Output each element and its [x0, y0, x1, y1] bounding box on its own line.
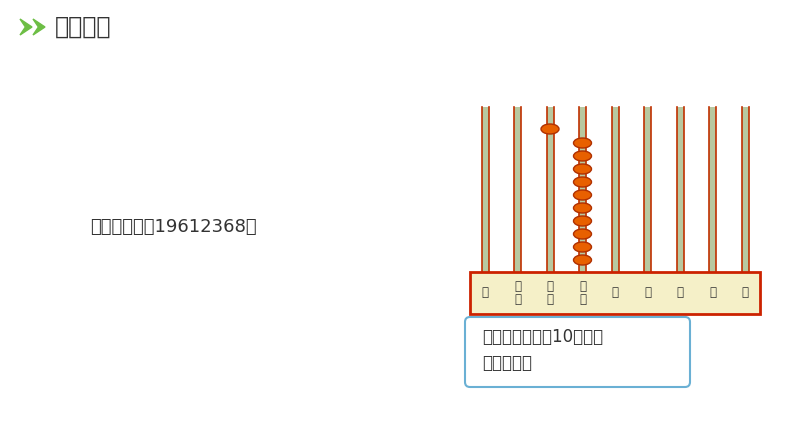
Bar [481, 107, 488, 272]
Text: 个: 个 [742, 287, 749, 299]
Text: 百
万: 百 万 [546, 280, 553, 306]
Bar [470, 272, 760, 314]
Bar [644, 107, 651, 272]
Bar [514, 107, 521, 272]
Text: 千
万: 千 万 [514, 280, 521, 306]
Ellipse shape [573, 229, 592, 239]
Bar [742, 107, 749, 272]
Text: 十: 十 [709, 287, 716, 299]
Ellipse shape [573, 216, 592, 226]
Text: 十
万: 十 万 [579, 280, 586, 306]
Bar [709, 107, 716, 272]
Bar [546, 107, 553, 272]
Text: 万: 万 [611, 287, 619, 299]
Text: 千: 千 [644, 287, 651, 299]
Text: 百: 百 [676, 287, 684, 299]
FancyBboxPatch shape [465, 317, 690, 387]
Ellipse shape [573, 177, 592, 187]
Ellipse shape [573, 190, 592, 200]
Polygon shape [33, 19, 45, 35]
Text: 探究新知: 探究新知 [55, 15, 111, 39]
Ellipse shape [573, 255, 592, 265]
Bar [579, 107, 586, 272]
Bar [611, 107, 619, 272]
Ellipse shape [541, 124, 559, 134]
Polygon shape [20, 19, 32, 35]
Text: 北京市人口：19612368人: 北京市人口：19612368人 [90, 218, 256, 236]
Ellipse shape [573, 242, 592, 252]
Text: 十万十万地数，10个十万
是一百万。: 十万十万地数，10个十万 是一百万。 [482, 328, 603, 372]
Ellipse shape [573, 151, 592, 161]
Text: 亿: 亿 [481, 287, 488, 299]
Bar [676, 107, 684, 272]
Ellipse shape [573, 203, 592, 213]
Ellipse shape [573, 138, 592, 148]
Ellipse shape [573, 164, 592, 174]
